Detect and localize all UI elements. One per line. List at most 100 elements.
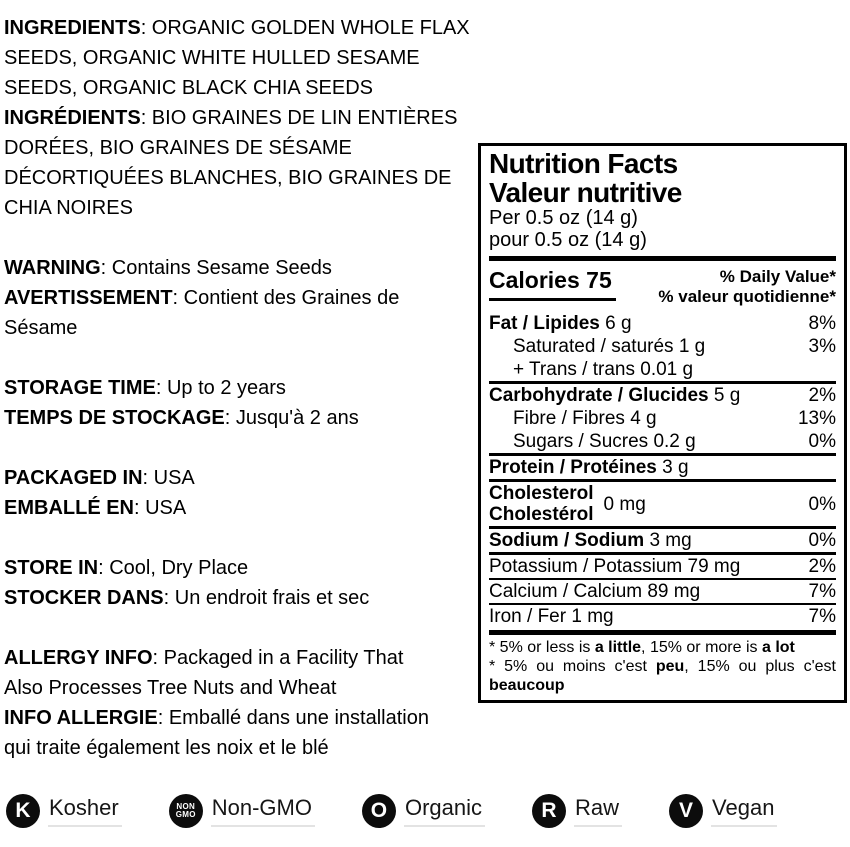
text: Iron / Fer 1 mg — [489, 606, 614, 627]
serving-size-en: Per 0.5 oz (14 g) — [489, 207, 638, 229]
nutrient-name: Sodium / Sodium 3 mg — [489, 530, 692, 551]
info-paragraph: WARNING: Contains Sesame Seeds AVERTISSEM… — [4, 253, 484, 343]
daily-value-header-fr: % valeur quotidienne* — [658, 287, 836, 306]
nutrient-row: Sodium / Sodium 3 mg 0% — [489, 526, 836, 552]
info-line: Also Processes Tree Nuts and Wheat — [4, 673, 484, 703]
badge-label: Organic — [403, 795, 486, 827]
info-paragraph: INGREDIENTS: ORGANIC GOLDEN WHOLE FLAX SE… — [4, 13, 484, 223]
nutrient-row: Potassium / Potassium 79 mg 2% — [489, 552, 836, 578]
footnote-line: * 5% or less is a little, 15% or more is… — [489, 638, 836, 657]
bold-text: PACKAGED IN — [4, 467, 143, 489]
text: Calcium / Calcium 89 mg — [489, 581, 701, 602]
badge-glyph: NON — [176, 802, 196, 811]
text: DORÉES, BIO GRAINES DE SÉSAME — [4, 137, 352, 159]
nutrient-row: Protein / Protéines 3 g — [489, 453, 836, 479]
text: * 5% or less is — [489, 639, 595, 656]
info-line: INFO ALLERGIE: Emballé dans une installa… — [4, 703, 484, 733]
text: : Packaged in a Facility That — [152, 647, 404, 669]
text: qui traite également les noix et le blé — [4, 737, 329, 759]
product-info-text: INGREDIENTS: ORGANIC GOLDEN WHOLE FLAX SE… — [4, 13, 484, 763]
bold-text: Sodium / Sodium — [489, 530, 645, 551]
badge-label: Non-GMO — [210, 795, 315, 827]
text: : Up to 2 years — [155, 377, 286, 399]
organic-badge-icon: O — [361, 794, 396, 828]
nutrient-name-line: Cholestérol — [489, 504, 594, 525]
nutrition-title-fr: Valeur nutritive — [489, 177, 682, 208]
nutrient-daily-value: 3% — [808, 336, 836, 357]
thick-divider — [489, 256, 836, 261]
daily-value-header-en: % Daily Value* — [719, 267, 836, 286]
bold-text: Fat / Lipides — [489, 313, 600, 334]
bold-text: WARNING — [4, 257, 101, 279]
info-line: Sésame — [4, 313, 484, 343]
nutrient-daily-value: 0% — [808, 431, 836, 452]
bold-text: EMBALLÉ EN — [4, 497, 134, 519]
text: SEEDS, ORGANIC BLACK CHIA SEEDS — [4, 77, 373, 99]
text: Sésame — [4, 317, 78, 339]
bold-text: TEMPS DE STOCKAGE — [4, 407, 225, 429]
text: SEEDS, ORGANIC WHITE HULLED SESAME — [4, 47, 420, 69]
text: : ORGANIC GOLDEN WHOLE FLAX — [140, 17, 470, 39]
badge-raw: R Raw — [532, 794, 623, 828]
serving-size-fr: pour 0.5 oz (14 g) — [489, 229, 647, 251]
calories-number: 75 — [586, 267, 612, 293]
text: * 5% ou moins c'est — [489, 658, 656, 675]
info-line: WARNING: Contains Sesame Seeds — [4, 253, 484, 283]
text: : Cool, Dry Place — [98, 557, 249, 579]
bold-text: INGRÉDIENTS — [4, 107, 141, 129]
text: 3 g — [656, 457, 689, 478]
bold-text: a little — [594, 639, 642, 656]
nutrient-daily-value: 0% — [808, 493, 836, 515]
nutrient-name: + Trans / trans 0.01 g — [489, 359, 693, 380]
info-paragraph: ALLERGY INFO: Packaged in a Facility Tha… — [4, 643, 484, 763]
nutrient-rows: Fat / Lipides 6 g 8% Saturated / saturés 1… — [489, 312, 836, 628]
info-line: AVERTISSEMENT: Contient des Graines de — [4, 283, 484, 313]
info-line: ALLERGY INFO: Packaged in a Facility Tha… — [4, 643, 484, 673]
badge-glyph: K — [15, 799, 31, 822]
nutrient-row: Iron / Fer 1 mg 7% — [489, 603, 836, 628]
calories-value: Calories 75 — [489, 266, 616, 301]
certification-badges: K Kosher NON GMO Non-GMO O Organic R Raw V Vegan — [6, 794, 824, 828]
text: : Un endroit frais et sec — [163, 587, 370, 609]
text: : Contains Sesame Seeds — [100, 257, 332, 279]
thick-divider-bottom — [489, 630, 836, 635]
non-gmo-badge-icon: NON GMO — [168, 794, 203, 828]
text: Saturated / saturés 1 g — [513, 336, 706, 357]
nutrient-daily-value: 7% — [808, 581, 836, 602]
info-paragraph: STORE IN: Cool, Dry Place STOCKER DANS: U… — [4, 553, 484, 613]
footnote: * 5% or less is a little, 15% or more is… — [489, 637, 836, 695]
info-line: DORÉES, BIO GRAINES DE SÉSAME — [4, 133, 484, 163]
nutrient-row: Calcium / Calcium 89 mg 7% — [489, 578, 836, 603]
text: : BIO GRAINES DE LIN ENTIÈRES — [140, 107, 458, 129]
calories-row: Calories 75 % Daily Value* % valeur quot… — [489, 264, 836, 312]
info-line: STORE IN: Cool, Dry Place — [4, 553, 484, 583]
bold-text: a lot — [761, 639, 795, 656]
daily-value-header: % Daily Value* % valeur quotidienne* — [658, 267, 836, 307]
nutrient-name: Fat / Lipides 6 g — [489, 313, 632, 334]
bold-text: beaucoup — [489, 677, 565, 694]
badge-label: Vegan — [711, 795, 778, 827]
bold-text: STORAGE TIME — [4, 377, 156, 399]
nutrient-name-lines: Cholesterol Cholestérol — [489, 483, 594, 525]
nutrient-daily-value: 2% — [808, 556, 836, 577]
info-line: EMBALLÉ EN: USA — [4, 493, 484, 523]
text: Fibre / Fibres 4 g — [513, 408, 657, 429]
nutrient-row: Saturated / saturés 1 g 3% — [489, 335, 836, 358]
info-line: qui traite également les noix et le blé — [4, 733, 484, 763]
text: : Contient des Graines de — [172, 287, 400, 309]
kosher-badge-icon: K — [6, 794, 40, 828]
calories-label: Calories — [489, 267, 580, 293]
badge-glyph: O — [370, 799, 388, 822]
badge-kosher: K Kosher — [6, 794, 122, 828]
raw-badge-icon: R — [532, 794, 567, 828]
nutrient-row: Carbohydrate / Glucides 5 g 2% — [489, 381, 836, 407]
bold-text: STOCKER DANS — [4, 587, 164, 609]
nutrient-name: Cholesterol Cholestérol 0 mg — [489, 483, 646, 525]
badge-glyph: V — [679, 799, 694, 822]
info-line: INGREDIENTS: ORGANIC GOLDEN WHOLE FLAX — [4, 13, 484, 43]
info-line: SEEDS, ORGANIC WHITE HULLED SESAME — [4, 43, 484, 73]
nutrient-name: Sugars / Sucres 0.2 g — [489, 431, 696, 452]
bold-text: INGREDIENTS — [4, 17, 141, 39]
text: 3 mg — [644, 530, 692, 551]
text: Sugars / Sucres 0.2 g — [513, 431, 696, 452]
